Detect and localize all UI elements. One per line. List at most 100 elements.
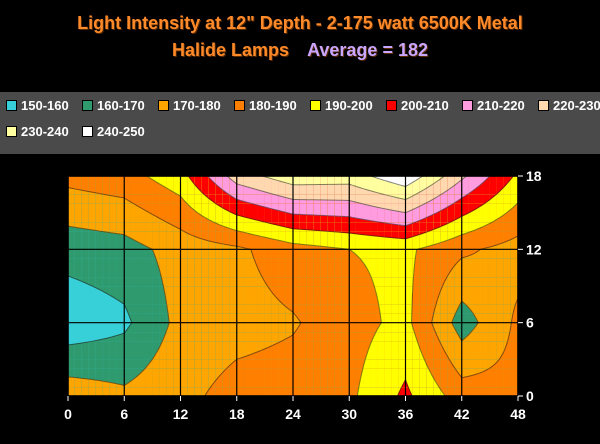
contour-band-160-170 [88,340,97,351]
contour-band-180-190 [285,258,294,268]
contour-band-160-170 [130,258,139,268]
contour-band-170-180 [271,322,280,333]
contour-band-170-180 [222,249,231,259]
contour-band-180-190 [320,322,329,333]
contour-band-160-170 [102,249,111,259]
contour-band-170-180 [187,331,195,342]
contour-band-170-180 [109,386,118,397]
contour-band-180-190 [447,377,456,388]
contour-band-160-170 [159,313,167,323]
contour-band-170-180 [250,267,259,278]
contour-band-180-190 [271,258,280,268]
contour-band-170-180 [496,294,505,305]
contour-band-180-190 [355,349,364,360]
contour-band-220-230 [257,175,266,186]
contour-band-180-190 [348,386,357,397]
contour-band-170-180 [454,349,463,360]
contour-band-170-180 [166,349,174,360]
contour-band-180-190 [327,267,336,278]
contour-band-150-160 [81,331,90,342]
contour-band-180-190 [320,313,329,323]
contour-band-170-180 [229,331,238,342]
contour-band-170-180 [503,285,512,296]
contour-band-210-220 [313,203,322,213]
contour-band-170-180 [166,230,174,241]
contour-band-170-180 [236,276,245,287]
contour-band-190-200 [384,267,392,278]
contour-band-170-180 [194,249,202,259]
contour-band-210-220 [299,203,308,213]
contour-band-190-200 [391,349,399,360]
contour-band-150-160 [67,331,76,342]
contour-band-180-190 [482,377,491,388]
contour-band-190-200 [398,276,406,287]
contour-band-180-190 [145,194,153,204]
contour-band-180-190 [313,304,322,314]
contour-band-180-190 [299,294,308,305]
contour-band-170-180 [208,340,216,351]
contour-band-170-180 [201,249,209,259]
contour-band-200-210 [222,194,231,204]
contour-band-190-200 [398,258,406,268]
contour-band-170-180 [468,267,477,278]
contour-band-180-190 [299,258,308,268]
contour-band-150-160 [81,294,90,305]
contour-band-170-180 [194,349,202,360]
contour-band-160-170 [74,230,83,241]
contour-band-180-190 [109,184,118,195]
contour-band-170-180 [208,249,216,259]
legend-item: 190-200 [310,98,373,113]
contour-band-160-170 [123,331,132,342]
contour-band-170-180 [489,331,498,342]
contour-band-170-180 [201,267,209,278]
contour-band-180-190 [496,368,505,378]
contour-band-180-190 [306,294,315,305]
contour-band-190-200 [419,386,427,397]
contour-band-160-170 [88,230,97,241]
contour-band-170-180 [236,340,245,351]
contour-band-180-190 [468,377,477,388]
contour-band-170-180 [250,294,259,305]
contour-band-180-190 [278,377,287,388]
contour-band-180-190 [320,377,329,388]
contour-band-180-190 [334,304,343,314]
contour-band-190-200 [398,349,406,360]
contour-band-170-180 [138,212,146,223]
contour-band-160-170 [67,230,76,241]
title-line-2-text: Halide Lamps [172,40,290,60]
contour-band-150-160 [67,313,76,323]
contour-band-210-220 [264,194,273,204]
contour-band-170-180 [496,276,505,287]
contour-band-170-180 [447,340,456,351]
contour-band-170-180 [461,267,470,278]
contour-band-160-170 [152,331,160,342]
legend-label: 220-230 [553,98,600,113]
contour-band-150-160 [109,304,118,314]
contour-band-170-180 [496,340,505,351]
contour-band-170-180 [222,267,231,278]
contour-band-160-170 [152,267,160,278]
contour-band-180-190 [306,249,315,259]
contour-band-160-170 [102,239,111,250]
contour-band-180-190 [313,322,322,333]
contour-band-160-170 [130,359,139,369]
contour-band-170-180 [159,359,167,369]
contour-band-180-190 [503,386,512,397]
contour-band-160-170 [74,258,83,268]
contour-band-170-180 [482,285,491,296]
contour-band-190-200 [363,368,371,378]
contour-band-180-190 [412,294,420,305]
contour-band-190-200 [384,285,392,296]
contour-band-170-180 [447,331,456,342]
contour-band-160-170 [116,285,125,296]
contour-band-180-190 [271,349,280,360]
contour-band-180-190 [341,349,350,360]
contour-band-180-190 [264,249,273,259]
contour-band-170-180 [503,313,512,323]
contour-band-180-190 [341,377,350,388]
contour-band-150-160 [74,313,83,323]
contour-band-180-190 [355,304,364,314]
contour-band-170-180 [187,349,195,360]
contour-band-170-180 [159,258,167,268]
contour-band-170-180 [173,304,181,314]
